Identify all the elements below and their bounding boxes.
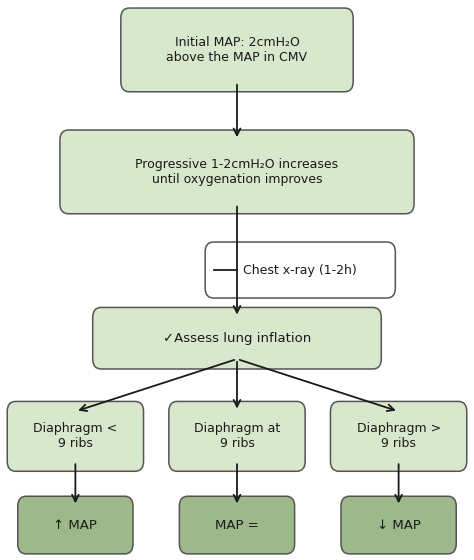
Text: Diaphragm at
9 ribs: Diaphragm at 9 ribs: [194, 422, 280, 450]
FancyBboxPatch shape: [93, 307, 381, 369]
Text: Diaphragm <
9 ribs: Diaphragm < 9 ribs: [33, 422, 118, 450]
Text: MAP =: MAP =: [215, 519, 259, 531]
FancyBboxPatch shape: [60, 130, 414, 214]
Text: ✓Assess lung inflation: ✓Assess lung inflation: [163, 332, 311, 345]
FancyBboxPatch shape: [7, 402, 144, 472]
Text: ↑ MAP: ↑ MAP: [54, 519, 97, 531]
Text: Diaphragm >
9 ribs: Diaphragm > 9 ribs: [356, 422, 441, 450]
FancyBboxPatch shape: [179, 496, 295, 554]
FancyBboxPatch shape: [18, 496, 133, 554]
FancyBboxPatch shape: [330, 402, 467, 472]
FancyBboxPatch shape: [205, 242, 395, 298]
Text: Progressive 1-2cmH₂O increases
until oxygenation improves: Progressive 1-2cmH₂O increases until oxy…: [136, 158, 338, 186]
FancyBboxPatch shape: [169, 402, 305, 472]
Text: Chest x-ray (1-2h): Chest x-ray (1-2h): [243, 264, 357, 277]
FancyBboxPatch shape: [121, 8, 353, 92]
Text: ↓ MAP: ↓ MAP: [377, 519, 420, 531]
Text: Initial MAP: 2cmH₂O
above the MAP in CMV: Initial MAP: 2cmH₂O above the MAP in CMV: [166, 36, 308, 64]
FancyBboxPatch shape: [341, 496, 456, 554]
